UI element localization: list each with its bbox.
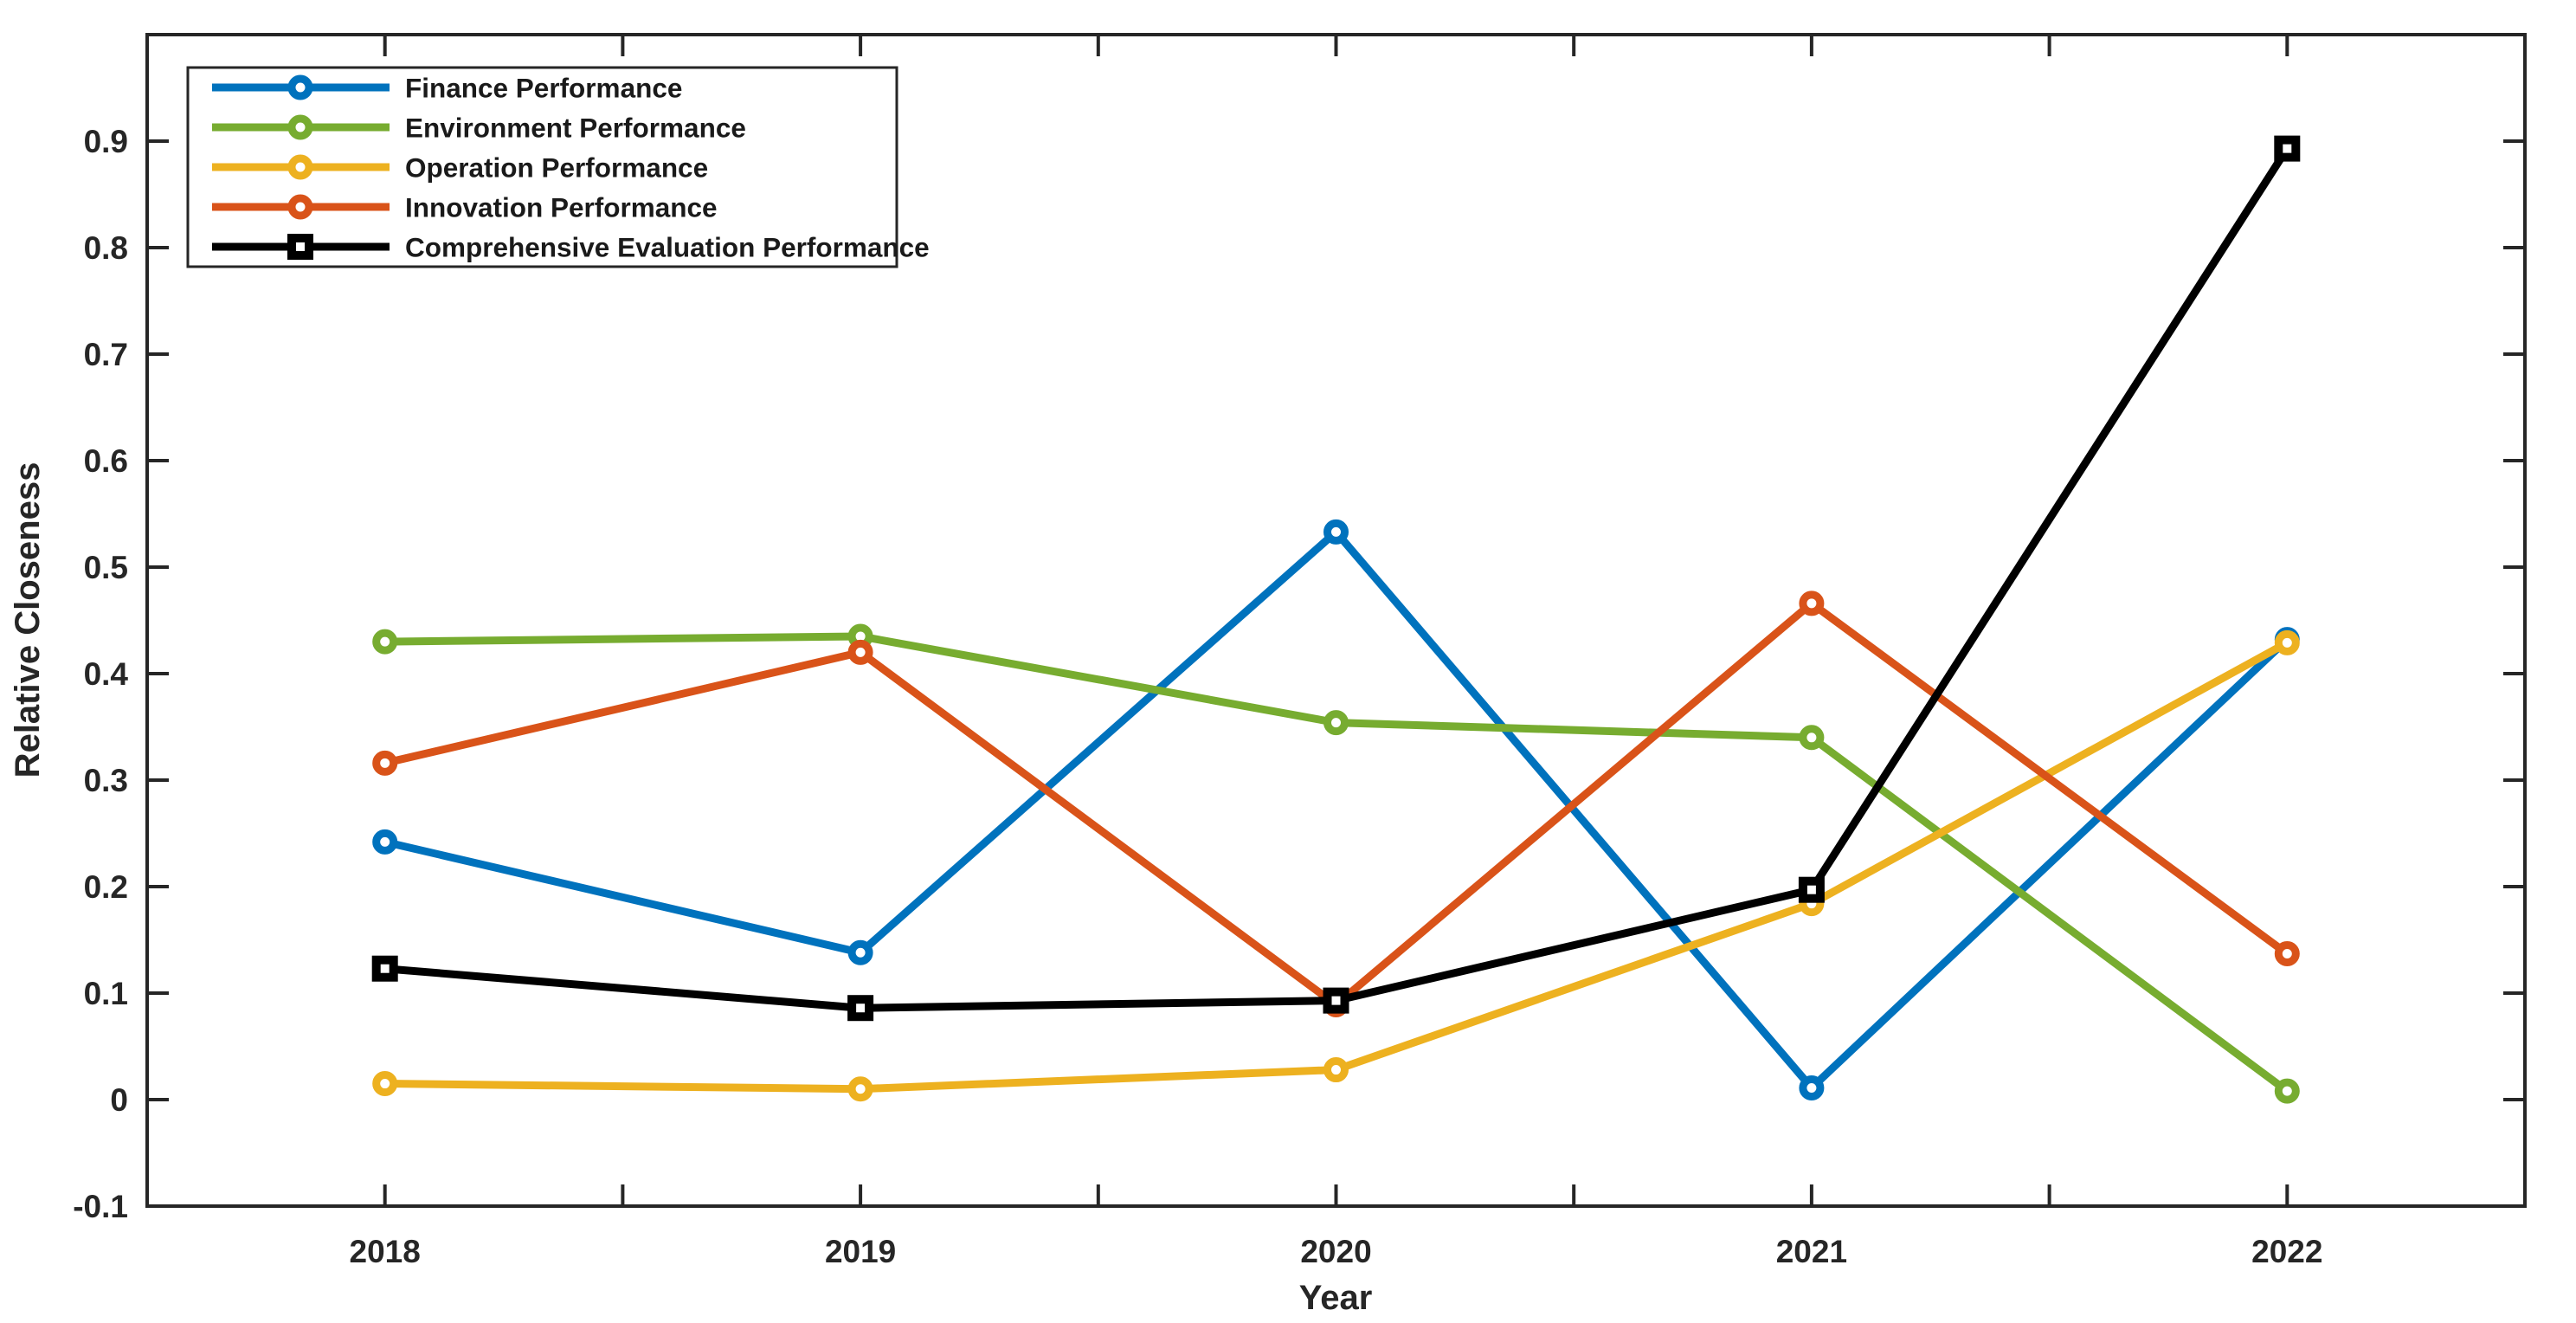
legend-item-innovation-performance: Innovation Performance — [212, 192, 718, 223]
data-point-environment-performance-2020 — [1323, 710, 1349, 736]
series-innovation-performance — [372, 591, 2300, 1018]
legend-label: Comprehensive Evaluation Performance — [405, 232, 930, 263]
y-tick-label: 0.6 — [84, 443, 128, 479]
data-point-innovation-performance-2021 — [1799, 591, 1825, 616]
legend-item-environment-performance: Environment Performance — [212, 113, 746, 144]
data-point-finance-performance-2019 — [847, 939, 873, 965]
x-axis-title: Year — [1299, 1279, 1373, 1317]
data-point-operation-performance-2022 — [2274, 629, 2300, 655]
data-point-environment-performance-2018 — [372, 629, 398, 655]
series-line-operation-performance — [384, 639, 2289, 1094]
data-point-operation-performance-2020 — [1323, 1057, 1349, 1083]
legend-marker-operation-performance — [287, 154, 313, 180]
data-point-comprehensive-evaluation-performance-2021 — [1798, 876, 1825, 903]
x-tick-label: 2021 — [1776, 1234, 1847, 1269]
x-tick-label: 2022 — [2251, 1234, 2322, 1269]
data-point-comprehensive-evaluation-performance-2019 — [847, 995, 874, 1022]
y-tick-label: 0.2 — [84, 869, 128, 905]
legend: Finance Performance Environment Performan… — [186, 66, 930, 268]
legend-label: Finance Performance — [405, 73, 682, 104]
legend-marker-environment-performance — [287, 114, 313, 140]
data-point-finance-performance-2018 — [372, 829, 398, 855]
y-tick-label: 0.8 — [84, 230, 128, 266]
data-point-comprehensive-evaluation-performance-2022 — [2274, 135, 2301, 162]
x-tick-label: 2020 — [1300, 1234, 1371, 1269]
legend-item-finance-performance: Finance Performance — [212, 73, 682, 104]
data-point-innovation-performance-2019 — [847, 639, 873, 665]
data-point-innovation-performance-2018 — [372, 750, 398, 776]
x-tick-label: 2019 — [825, 1234, 896, 1269]
legend-label: Innovation Performance — [405, 192, 718, 223]
y-tick-label: 0.7 — [84, 337, 128, 372]
legend-marker-innovation-performance — [287, 194, 313, 220]
legend-label: Environment Performance — [405, 113, 746, 144]
y-axis-title: Relative Closeness — [9, 462, 47, 778]
legend-item-operation-performance: Operation Performance — [212, 152, 708, 184]
series-operation-performance — [372, 629, 2300, 1102]
data-point-environment-performance-2021 — [1799, 725, 1825, 751]
y-tick-label: 0.5 — [84, 550, 128, 585]
y-tick-label: 0.9 — [84, 124, 128, 159]
legend-item-comprehensive-evaluation-performance: Comprehensive Evaluation Performance — [212, 232, 930, 263]
y-tick-label: -0.1 — [73, 1189, 128, 1224]
data-point-comprehensive-evaluation-performance-2018 — [371, 955, 398, 982]
legend-marker-comprehensive-evaluation-performance — [287, 234, 313, 260]
data-point-operation-performance-2019 — [847, 1076, 873, 1102]
data-point-operation-performance-2018 — [372, 1071, 398, 1097]
y-tick-label: 0.4 — [84, 656, 129, 692]
series-line-environment-performance — [384, 632, 2289, 1094]
y-tick-label: 0 — [110, 1082, 128, 1118]
data-point-environment-performance-2022 — [2274, 1078, 2300, 1104]
data-point-innovation-performance-2022 — [2274, 940, 2300, 966]
legend-marker-finance-performance — [287, 74, 313, 100]
legend-label: Operation Performance — [405, 152, 708, 184]
plot-area: 2018 2019 2020 2021 2022 -0.1 0 0.1 0.2 0.3 0.4 0.5… — [73, 33, 2527, 1269]
data-point-finance-performance-2020 — [1323, 519, 1349, 545]
y-tick-label: 0.1 — [84, 976, 128, 1011]
series-line-innovation-performance — [383, 599, 2289, 1010]
data-point-finance-performance-2021 — [1799, 1075, 1825, 1100]
data-point-comprehensive-evaluation-performance-2020 — [1323, 987, 1349, 1014]
y-tick-label: 0.3 — [84, 763, 128, 798]
series-comprehensive-evaluation-performance — [371, 135, 2301, 1022]
x-tick-label: 2018 — [350, 1234, 421, 1269]
